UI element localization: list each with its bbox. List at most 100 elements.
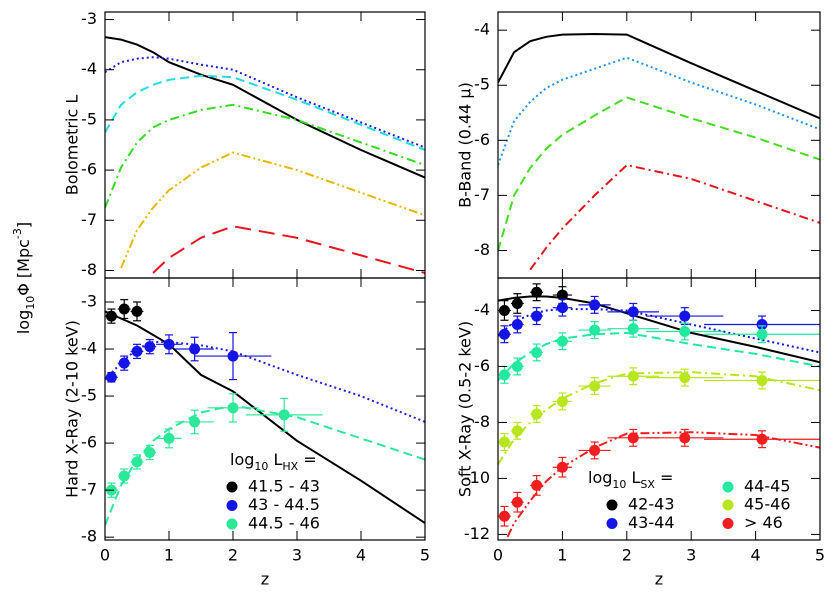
- x-tick-label: 3: [292, 546, 302, 565]
- curve: [105, 36, 425, 179]
- label-part: log: [230, 450, 254, 469]
- y-tick-label: -5: [81, 386, 97, 405]
- label-part: L: [626, 468, 640, 487]
- curve: [120, 151, 425, 269]
- y-tick-label: -8: [474, 240, 490, 259]
- curve: [498, 371, 820, 465]
- legend-label: 41.5 - 43: [248, 477, 320, 496]
- x-axis-label: z: [261, 570, 269, 589]
- y-tick-label: -8: [474, 412, 490, 431]
- data-point: [189, 416, 201, 428]
- label-part: HX: [282, 460, 298, 473]
- curve: [105, 56, 425, 149]
- data-point: [627, 370, 639, 382]
- data-point: [144, 341, 156, 353]
- y-tick-label: -7: [474, 185, 490, 204]
- data-point: [756, 328, 768, 340]
- curve: [498, 308, 820, 354]
- y-tick-label: -4: [474, 300, 490, 319]
- data-point: [756, 374, 768, 386]
- label-part: ]: [14, 222, 33, 228]
- data-point: [131, 345, 143, 357]
- x-tick-label: 3: [686, 546, 696, 565]
- label-part: SX: [640, 478, 655, 491]
- data-point: [627, 432, 639, 444]
- y-tick-label: -10: [464, 468, 490, 487]
- label-part: L: [268, 450, 282, 469]
- data-point: [756, 433, 768, 445]
- data-point: [556, 335, 568, 347]
- y-tick-label: -6: [474, 356, 490, 375]
- y-tick-label: -7: [81, 210, 97, 229]
- x-tick-label: 1: [557, 546, 567, 565]
- data-point: [118, 470, 130, 482]
- curve: [105, 103, 425, 209]
- legend-label: 42-43: [628, 495, 675, 514]
- data-point: [589, 380, 601, 392]
- y-tick-label: -4: [81, 339, 97, 358]
- data-point: [498, 369, 510, 381]
- label-part: 10: [24, 296, 37, 310]
- curve: [504, 431, 820, 540]
- panel-y-label: Bolometric L: [63, 95, 82, 196]
- legend-marker: [606, 518, 618, 529]
- x-tick-label: 4: [751, 546, 761, 565]
- data-point: [144, 447, 156, 459]
- legend-marker: [722, 518, 734, 529]
- y-tick-label: -5: [474, 75, 490, 94]
- legend-label: 43 - 44.5: [248, 495, 320, 514]
- x-tick-label: 2: [622, 546, 632, 565]
- data-point: [131, 305, 143, 317]
- data-point: [756, 318, 768, 330]
- y-tick-label: -4: [474, 20, 490, 39]
- legend-marker: [722, 499, 734, 511]
- curve: [105, 310, 425, 524]
- panel-frame: [497, 277, 821, 541]
- curve: [105, 404, 425, 526]
- data-point: [531, 408, 543, 420]
- panel-y-label: Hard X-Ray (2-10 keV): [63, 320, 82, 498]
- data-point: [105, 371, 117, 383]
- data-point: [679, 325, 691, 337]
- y-tick-label: -6: [81, 160, 97, 179]
- data-point: [511, 496, 523, 508]
- x-tick-label: 0: [100, 546, 110, 565]
- data-point: [278, 409, 290, 421]
- data-point: [118, 303, 130, 315]
- legend-label: > 46: [744, 513, 783, 532]
- y-tick-label: -5: [81, 109, 97, 128]
- plot-area: [105, 299, 425, 526]
- panel-frame: [104, 277, 426, 541]
- x-tick-label: 5: [420, 546, 430, 565]
- data-point: [531, 346, 543, 358]
- panel-y-label: B-Band (0.44 μ): [456, 82, 475, 208]
- label-part: 10: [254, 460, 268, 473]
- y-tick-label: -3: [81, 291, 97, 310]
- legend-marker: [226, 500, 238, 511]
- data-point: [511, 425, 523, 437]
- data-point: [498, 436, 510, 448]
- data-point: [163, 338, 175, 350]
- data-point: [679, 310, 691, 322]
- y-tick-label: -6: [474, 130, 490, 149]
- legend-label: 45-46: [744, 495, 791, 514]
- legend-title: log10 LHX =: [230, 450, 317, 473]
- data-point: [556, 395, 568, 407]
- data-point: [531, 310, 543, 322]
- y-tick-label: -8: [81, 527, 97, 546]
- data-point: [105, 310, 117, 322]
- label-part: -3: [11, 228, 24, 239]
- label-part: log: [14, 310, 33, 334]
- label-part: =: [655, 468, 674, 487]
- label-part: 10: [612, 478, 626, 491]
- panel-y-label: Soft X-Ray (0.5-2 keV): [456, 321, 475, 497]
- data-point: [118, 357, 130, 369]
- legend-marker: [226, 518, 238, 530]
- label-part: =: [298, 450, 317, 469]
- data-point: [531, 286, 543, 298]
- legend-label: 43-44: [628, 513, 675, 532]
- legend-title: log10 LSX =: [588, 468, 673, 491]
- legend-marker: [226, 481, 238, 493]
- data-point: [498, 328, 510, 340]
- data-point: [227, 402, 239, 414]
